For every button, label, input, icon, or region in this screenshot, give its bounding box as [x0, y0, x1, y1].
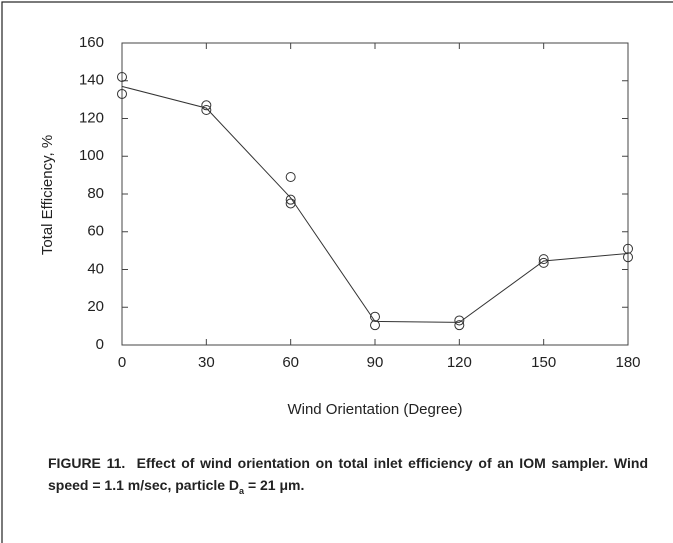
y-axis-title: Total Efficiency, %: [39, 135, 56, 255]
y-tick-label: 60: [87, 223, 104, 240]
y-tick-label: 140: [79, 72, 104, 89]
caption-label: FIGURE 11.: [48, 455, 126, 471]
x-tick-label: 60: [282, 354, 299, 371]
x-tick-label: 150: [531, 354, 556, 371]
y-tick-label: 40: [87, 260, 104, 277]
x-axis-title: Wind Orientation (Degree): [287, 401, 462, 418]
data-point: [454, 320, 465, 331]
data-point: [201, 105, 212, 116]
y-tick-label: 120: [79, 109, 104, 126]
x-tick-label: 120: [447, 354, 472, 371]
x-tick-label: 180: [615, 354, 640, 371]
y-tick-label: 80: [87, 185, 104, 202]
caption-text: Effect of wind orientation on total inle…: [48, 455, 648, 493]
data-point: [454, 315, 465, 326]
data-point: [117, 88, 127, 99]
y-tick-label: 20: [87, 298, 104, 315]
data-point: [285, 198, 296, 209]
data-point: [370, 320, 380, 331]
mean-line: [121, 85, 629, 323]
data-point: [538, 254, 549, 265]
data-point: [538, 257, 549, 268]
y-tick-label: 0: [96, 336, 104, 353]
data-point: [623, 252, 633, 263]
y-tick-label: 160: [79, 34, 104, 51]
data-point: [623, 243, 633, 254]
x-tick-label: 30: [198, 354, 215, 371]
caption-text-after: = 21 μm.: [244, 477, 305, 493]
caption: FIGURE 11. Effect of wind orientation on…: [48, 452, 648, 502]
data-point: [285, 172, 296, 183]
data-point: [201, 100, 212, 111]
caption-subscript: a: [239, 485, 245, 496]
data-point: [117, 71, 127, 82]
y-tick-label: 100: [79, 147, 104, 164]
data-point: [285, 194, 296, 205]
x-tick-label: 90: [367, 354, 384, 371]
x-tick-label: 0: [118, 354, 126, 371]
plot-area: [121, 42, 629, 346]
